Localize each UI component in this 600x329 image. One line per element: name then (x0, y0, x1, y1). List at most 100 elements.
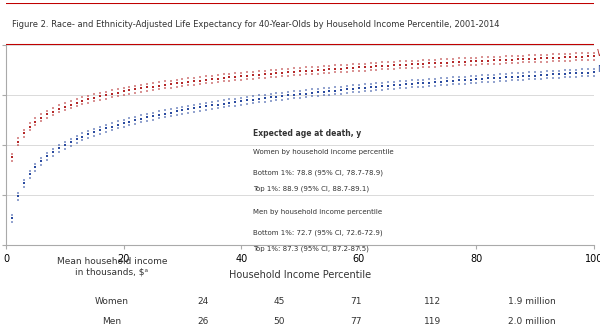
Point (430, 80, 440, 85)
Point (89, 99, 99, 104)
Point (207, 80, 217, 85)
Point (589, 73, 599, 78)
Point (313, 90, 322, 95)
Point (178, 104, 187, 110)
Point (454, 78, 464, 83)
Point (224, 75, 234, 80)
Point (348, 65, 358, 70)
Point (154, 83, 164, 89)
Point (530, 52, 540, 58)
Point (542, 59, 552, 64)
Point (454, 81, 464, 87)
Point (119, 92, 128, 98)
Point (107, 127, 116, 133)
Point (307, 90, 317, 95)
Point (524, 53, 534, 58)
Point (125, 119, 134, 124)
Point (213, 80, 223, 85)
Point (125, 91, 134, 96)
Point (101, 126, 111, 131)
Point (254, 96, 263, 102)
Point (201, 100, 211, 106)
Point (136, 82, 146, 88)
Point (331, 70, 340, 75)
Point (95, 124, 105, 129)
Point (413, 84, 422, 89)
Point (207, 77, 217, 82)
Point (436, 57, 446, 62)
Point (301, 72, 311, 77)
Point (272, 74, 281, 79)
Point (66, 136, 76, 141)
Point (236, 74, 246, 79)
Point (230, 96, 240, 101)
Point (184, 83, 193, 88)
Point (436, 79, 446, 84)
Point (166, 114, 175, 119)
Point (101, 122, 111, 127)
Point (242, 73, 252, 78)
Point (119, 124, 128, 129)
Point (337, 63, 346, 68)
Point (37, 155, 46, 161)
Point (589, 66, 599, 71)
Point (184, 79, 193, 85)
Point (489, 58, 499, 63)
Point (536, 69, 546, 74)
Point (436, 64, 446, 69)
Point (142, 118, 152, 124)
Point (60, 146, 70, 151)
Point (131, 114, 140, 119)
Point (513, 70, 523, 76)
Point (89, 126, 99, 132)
Point (125, 115, 134, 121)
Point (554, 68, 563, 73)
Point (224, 97, 234, 102)
Point (272, 91, 281, 96)
Point (219, 79, 229, 84)
Point (148, 88, 158, 93)
Point (184, 110, 193, 115)
Point (554, 51, 563, 57)
Point (401, 78, 410, 84)
Point (501, 78, 511, 84)
Point (401, 62, 410, 67)
Point (48, 153, 58, 158)
Point (48, 146, 58, 151)
Point (354, 68, 364, 73)
Point (19, 184, 28, 190)
Point (184, 107, 193, 112)
Point (466, 81, 475, 86)
Point (272, 94, 281, 99)
Point (201, 107, 211, 113)
Point (460, 81, 469, 86)
Point (166, 78, 175, 83)
Point (25, 175, 34, 180)
Point (507, 57, 517, 62)
Point (266, 91, 275, 97)
Point (66, 102, 76, 107)
Point (466, 77, 475, 82)
Point (278, 70, 287, 75)
Point (254, 100, 263, 105)
Point (213, 98, 223, 104)
Point (272, 67, 281, 72)
Point (260, 99, 269, 104)
Point (489, 75, 499, 81)
Point (554, 75, 563, 80)
Point (413, 58, 422, 63)
Point (454, 59, 464, 64)
Point (260, 75, 269, 80)
Point (248, 97, 258, 102)
Point (542, 76, 552, 81)
Point (331, 91, 340, 97)
Point (31, 161, 40, 166)
Point (254, 68, 263, 74)
Point (566, 51, 575, 56)
Point (201, 104, 211, 109)
Point (554, 59, 563, 64)
Point (248, 73, 258, 78)
Point (430, 64, 440, 69)
Point (583, 73, 593, 79)
Point (348, 69, 358, 74)
